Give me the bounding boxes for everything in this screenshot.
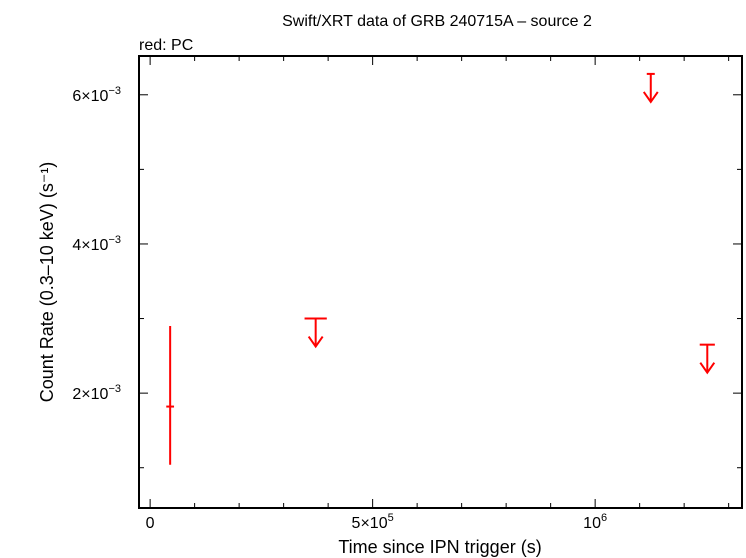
x-tick-label: 0: [146, 515, 155, 532]
upper-limit-arrowhead: [307, 335, 324, 349]
upper-limit-arrowhead: [699, 362, 716, 375]
chart-title: Swift/XRT data of GRB 240715A – source 2: [282, 13, 592, 30]
axis-ticks: [139, 56, 742, 508]
chart-subtitle: red: PC: [139, 37, 193, 54]
y-axis-label: Count Rate (0.3–10 keV) (s⁻¹): [37, 162, 57, 403]
plot-frame: [138, 55, 743, 509]
upper-limit-arrowhead: [642, 91, 659, 104]
data-marks: [166, 72, 716, 465]
x-tick-label: 106: [583, 512, 607, 532]
axis-tick-labels: 0 5×105 106 2×10−3 4×10−3 6×10−3: [72, 85, 607, 532]
y-tick-label: 4×10−3: [72, 234, 121, 254]
x-tick-label: 5×105: [352, 512, 394, 532]
x-axis-label: Time since IPN trigger (s): [338, 537, 541, 557]
y-tick-label: 6×10−3: [72, 85, 121, 105]
y-tick-label: 2×10−3: [72, 383, 121, 403]
